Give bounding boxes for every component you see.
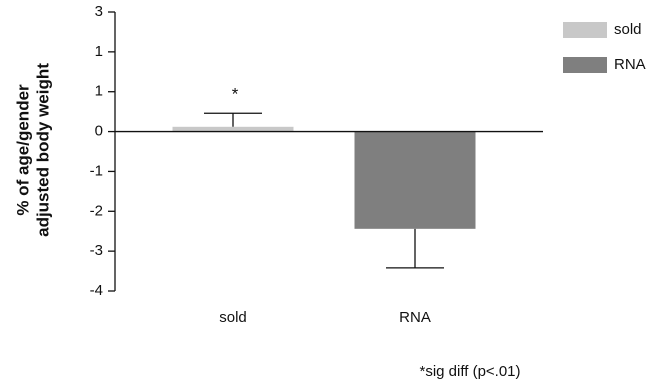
y-axis-label: adjusted body weight xyxy=(33,63,52,237)
y-tick-label: 1 xyxy=(95,83,103,100)
significance-mark: * xyxy=(232,84,239,103)
footnote: *sig diff (p<.01) xyxy=(419,363,520,380)
error-bar xyxy=(204,112,262,127)
y-tick-label: 1 xyxy=(95,43,103,60)
legend-label: RNA xyxy=(614,56,646,73)
legend-swatch xyxy=(563,22,607,38)
y-tick-label: -2 xyxy=(90,202,103,219)
y-axis-label: % of age/gender xyxy=(13,84,32,216)
bar xyxy=(354,131,476,229)
y-tick-label: 3 xyxy=(95,3,103,20)
error-bar xyxy=(386,228,444,269)
y-tick-label: 0 xyxy=(95,123,103,140)
bar xyxy=(172,126,294,132)
x-tick-label: sold xyxy=(219,309,247,326)
y-tick-label: -1 xyxy=(90,162,103,179)
x-tick-label: RNA xyxy=(399,309,431,326)
y-tick-label: -3 xyxy=(90,242,103,259)
y-tick-label: -4 xyxy=(90,282,103,299)
legend-label: sold xyxy=(614,21,642,38)
legend-swatch xyxy=(563,57,607,73)
